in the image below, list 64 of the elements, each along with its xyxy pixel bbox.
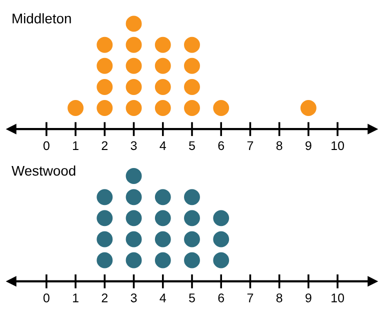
x-tick-label: 5 xyxy=(189,294,195,302)
point xyxy=(154,58,171,74)
point xyxy=(184,36,200,53)
point xyxy=(96,78,113,95)
point xyxy=(68,100,84,116)
chart-title: Westwood xyxy=(12,166,76,176)
point xyxy=(184,189,200,206)
point xyxy=(126,252,142,268)
x-tick-label: 1 xyxy=(73,294,78,302)
point xyxy=(126,231,142,248)
x-tick-label: 0 xyxy=(43,293,50,302)
x-tick-label: 5 xyxy=(189,141,195,150)
x-tick-label: 3 xyxy=(130,293,137,302)
point xyxy=(213,100,230,116)
point xyxy=(126,16,142,32)
point xyxy=(154,231,171,248)
x-tick-label: 0 xyxy=(43,141,50,150)
point xyxy=(126,210,142,226)
x-tick-label: 3 xyxy=(130,141,137,150)
point xyxy=(96,100,113,116)
point xyxy=(96,252,113,268)
x-tick-label: 2 xyxy=(102,293,108,302)
x-tick-label: 4 xyxy=(160,141,166,150)
point xyxy=(126,36,142,53)
point xyxy=(126,168,142,184)
x-tick-label: 7 xyxy=(247,141,254,150)
point xyxy=(126,189,142,206)
point xyxy=(184,58,200,74)
point xyxy=(213,210,230,226)
point xyxy=(96,210,113,226)
x-tick-label: 7 xyxy=(247,294,254,302)
x-tick-label: 8 xyxy=(276,141,282,150)
x-tick-label: 8 xyxy=(276,293,282,302)
point xyxy=(154,36,171,53)
x-tick-label: 9 xyxy=(306,293,312,302)
point xyxy=(184,252,200,268)
point xyxy=(154,210,171,226)
point xyxy=(154,100,171,116)
point xyxy=(96,58,113,74)
x-tick-label: 2 xyxy=(102,141,108,150)
x-tick-label: 10 xyxy=(332,141,344,150)
x-tick-label: 4 xyxy=(160,294,166,302)
x-tick-label: 6 xyxy=(218,141,224,150)
point xyxy=(184,231,200,248)
point xyxy=(184,210,200,226)
point xyxy=(184,100,200,116)
x-tick-label: 9 xyxy=(306,141,312,150)
x-tick-label: 1 xyxy=(73,141,78,150)
point xyxy=(96,231,113,248)
point xyxy=(213,231,230,248)
point xyxy=(96,189,113,206)
point xyxy=(126,100,142,116)
point xyxy=(184,78,200,95)
x-tick-label: 10 xyxy=(332,293,344,302)
point xyxy=(154,252,171,268)
point xyxy=(300,100,316,116)
point xyxy=(213,252,230,268)
point xyxy=(154,189,171,206)
point xyxy=(126,58,142,74)
point xyxy=(96,36,113,53)
point xyxy=(126,78,142,95)
x-tick-label: 6 xyxy=(218,293,224,302)
point xyxy=(154,78,171,95)
chart-title: Middleton xyxy=(12,13,71,24)
